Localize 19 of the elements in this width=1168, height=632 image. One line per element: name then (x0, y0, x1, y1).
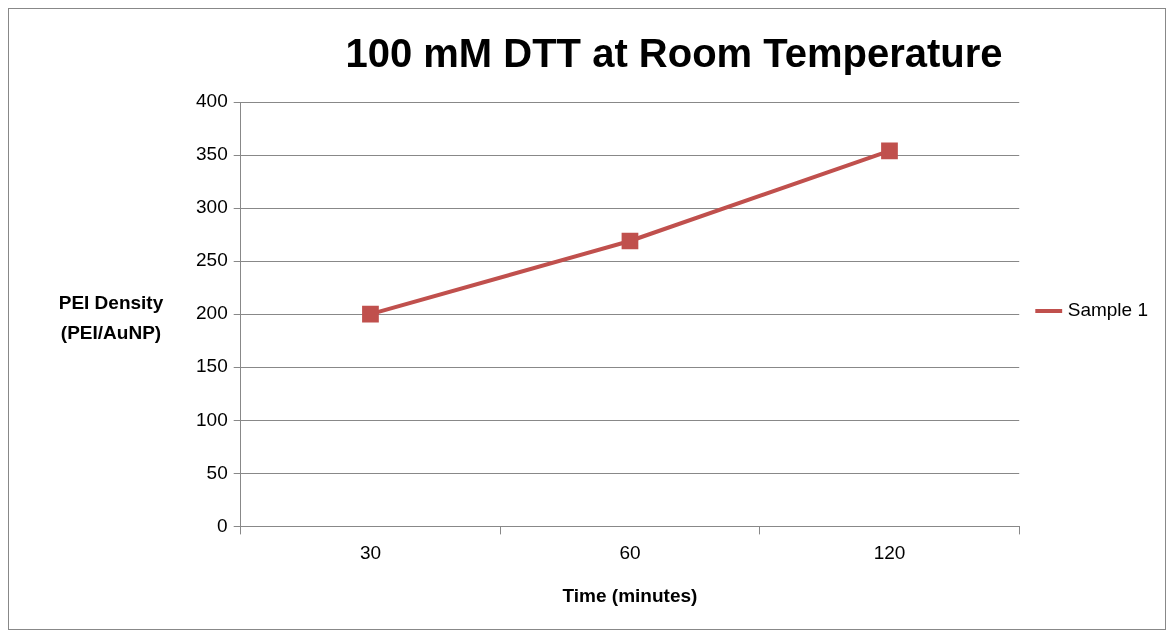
point (621, 232, 639, 250)
y-tick-label: 150 (196, 355, 228, 377)
y-tick-label: 200 (196, 302, 228, 324)
y-axis-title: PEI Density (PEI/AuNP) (57, 291, 165, 345)
y-tick-label: 100 (196, 408, 228, 430)
y-tick-label: 400 (196, 90, 228, 112)
point (362, 305, 379, 323)
y-tick-label: 250 (196, 249, 228, 271)
x-axis-title: Time (minutes) (562, 584, 698, 606)
y-tick-label: 350 (196, 143, 228, 165)
y-tick-label: 0 (217, 514, 228, 536)
y-tick-label: 50 (206, 461, 228, 483)
x-tick-label: 60 (619, 542, 641, 564)
legend-label: Sample 1 (1067, 299, 1149, 321)
y-tick-label: 300 (196, 196, 228, 218)
x-tick-label: 120 (873, 542, 906, 564)
x-tick-label: 30 (359, 542, 382, 564)
chart-title: 100 mM DTT at Room Temperature (345, 31, 1003, 76)
point (881, 142, 898, 160)
